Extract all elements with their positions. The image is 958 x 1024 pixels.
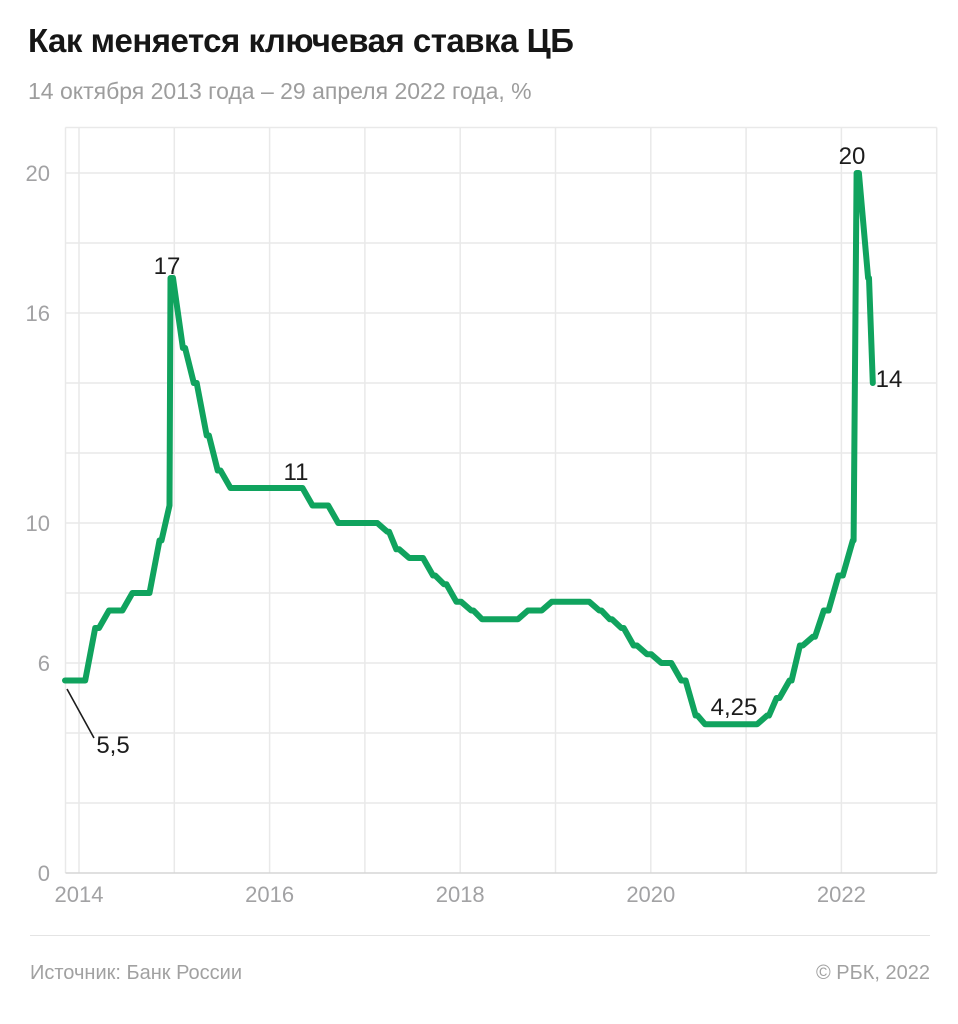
y-tick-label-10: 10 <box>26 511 50 536</box>
annotation-callout-line <box>66 688 95 739</box>
annotation-label-14: 14 <box>876 366 903 393</box>
annotation-label-5,5: 5,5 <box>96 732 129 759</box>
key-rate-line <box>62 170 876 728</box>
x-tick-label-2016: 2016 <box>245 882 294 907</box>
x-tick-label-2022: 2022 <box>817 882 866 907</box>
y-tick-label-20: 20 <box>26 161 50 186</box>
x-tick-label-2014: 2014 <box>55 882 104 907</box>
copyright-label: © РБК, 2022 <box>815 962 930 984</box>
chart-footer: Источник: Банк России © РБК, 2022 <box>30 935 930 985</box>
annotation-label-4,25: 4,25 <box>711 694 758 721</box>
annotation-label-20: 20 <box>839 143 866 170</box>
y-tick-label-16: 16 <box>26 301 50 326</box>
x-tick-label-2020: 2020 <box>626 882 675 907</box>
y-tick-label-0: 0 <box>38 861 50 886</box>
y-tick-label-6: 6 <box>38 651 50 676</box>
annotation-label-11: 11 <box>284 459 309 486</box>
source-label: Источник: Банк России <box>30 962 243 984</box>
chart-subtitle: 14 октября 2013 года – 29 апреля 2022 го… <box>28 78 532 104</box>
x-tick-label-2018: 2018 <box>436 882 485 907</box>
chart-title: Как меняется ключевая ставка ЦБ <box>28 22 574 59</box>
annotation-label-17: 17 <box>154 253 181 280</box>
